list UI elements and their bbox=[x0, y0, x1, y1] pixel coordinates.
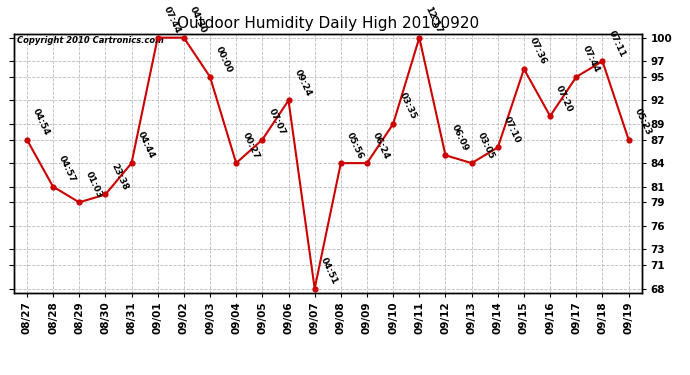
Text: 07:20: 07:20 bbox=[554, 84, 575, 113]
Point bbox=[48, 184, 59, 190]
Text: Copyright 2010 Cartronics.com: Copyright 2010 Cartronics.com bbox=[17, 36, 164, 45]
Point bbox=[571, 74, 582, 80]
Text: 07:07: 07:07 bbox=[266, 107, 287, 137]
Point bbox=[492, 144, 503, 150]
Text: 05:56: 05:56 bbox=[345, 131, 365, 160]
Text: 01:03: 01:03 bbox=[83, 170, 104, 200]
Point bbox=[440, 152, 451, 158]
Text: 06:09: 06:09 bbox=[450, 123, 470, 153]
Text: 04:54: 04:54 bbox=[31, 107, 51, 137]
Point bbox=[544, 113, 555, 119]
Text: 07:44: 07:44 bbox=[580, 44, 601, 74]
Point bbox=[100, 192, 111, 198]
Point bbox=[597, 58, 608, 64]
Point bbox=[178, 34, 189, 40]
Text: 04:51: 04:51 bbox=[319, 256, 339, 286]
Point bbox=[518, 66, 529, 72]
Text: 04:44: 04:44 bbox=[136, 130, 156, 160]
Title: Outdoor Humidity Daily High 20100920: Outdoor Humidity Daily High 20100920 bbox=[177, 16, 479, 31]
Point bbox=[74, 200, 85, 206]
Text: 04:30: 04:30 bbox=[188, 5, 208, 35]
Point bbox=[152, 34, 164, 40]
Point bbox=[414, 34, 425, 40]
Text: 07:36: 07:36 bbox=[528, 36, 549, 66]
Point bbox=[309, 286, 320, 292]
Point bbox=[283, 98, 294, 104]
Point bbox=[21, 136, 32, 142]
Text: 09:24: 09:24 bbox=[293, 68, 313, 98]
Text: 07:44: 07:44 bbox=[162, 5, 182, 35]
Point bbox=[230, 160, 241, 166]
Text: 05:23: 05:23 bbox=[633, 107, 653, 137]
Text: 07:11: 07:11 bbox=[607, 28, 627, 58]
Text: 06:24: 06:24 bbox=[371, 130, 391, 160]
Point bbox=[335, 160, 346, 166]
Text: 04:57: 04:57 bbox=[57, 154, 77, 184]
Point bbox=[388, 121, 399, 127]
Text: 07:10: 07:10 bbox=[502, 115, 522, 145]
Text: 00:00: 00:00 bbox=[214, 45, 234, 74]
Text: 23:38: 23:38 bbox=[110, 162, 130, 192]
Point bbox=[623, 136, 634, 142]
Text: 03:05: 03:05 bbox=[476, 131, 496, 160]
Point bbox=[362, 160, 373, 166]
Text: 03:35: 03:35 bbox=[397, 92, 417, 121]
Point bbox=[466, 160, 477, 166]
Point bbox=[257, 136, 268, 142]
Point bbox=[204, 74, 215, 80]
Text: 12:17: 12:17 bbox=[424, 5, 444, 35]
Point bbox=[126, 160, 137, 166]
Text: 00:27: 00:27 bbox=[240, 131, 261, 160]
